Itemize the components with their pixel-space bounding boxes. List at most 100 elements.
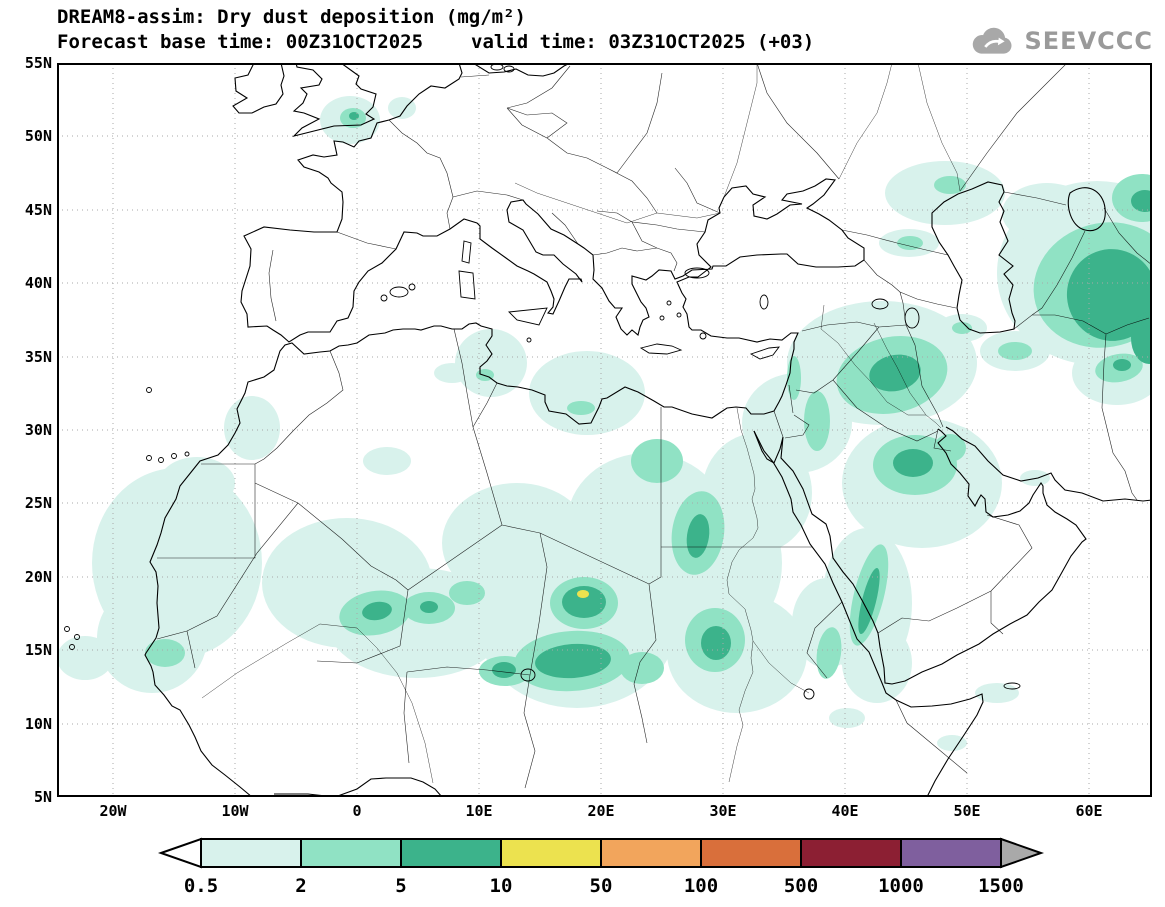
dust-patch bbox=[631, 439, 683, 483]
legend-segment bbox=[699, 838, 802, 868]
lon-label: 10W bbox=[221, 802, 249, 820]
dust-patch bbox=[869, 354, 921, 392]
dust-patch bbox=[934, 176, 966, 194]
cape-verde-island bbox=[69, 644, 75, 650]
coastline-europe-africa bbox=[144, 62, 865, 798]
lat-label: 30N bbox=[24, 421, 52, 439]
lat-label: 35N bbox=[24, 348, 52, 366]
forecast-base-time: Forecast base time: 00Z31OCT2025 bbox=[57, 31, 424, 53]
dust-patch bbox=[97, 583, 207, 693]
island-corsica bbox=[461, 240, 472, 264]
coastline-baltic bbox=[472, 62, 571, 77]
island-malta bbox=[526, 337, 532, 343]
title-block: DREAM8-assim: Dry dust deposition (mg/m²… bbox=[57, 6, 814, 53]
legend-value: 0.5 bbox=[183, 875, 217, 897]
river-volga bbox=[917, 62, 961, 192]
dust-patch bbox=[1002, 183, 1092, 243]
river-euphrates bbox=[820, 304, 942, 429]
dust-patch bbox=[145, 639, 185, 667]
seevccc-logo: SEEVCCC bbox=[965, 24, 1154, 58]
lat-label: 5N bbox=[33, 788, 52, 806]
dust-patch bbox=[1066, 249, 1158, 341]
dust-patch bbox=[363, 447, 411, 475]
islands-and-lakes bbox=[64, 63, 1021, 700]
lat-label: 10N bbox=[24, 715, 52, 733]
legend-arrow-left bbox=[157, 837, 202, 869]
dust-patch bbox=[1113, 359, 1131, 371]
canary-island bbox=[171, 453, 177, 459]
lon-label: 60E bbox=[1075, 802, 1103, 820]
sea-of-marmara bbox=[684, 267, 710, 279]
legend-arrow-right bbox=[999, 837, 1044, 869]
lake-tana bbox=[803, 688, 815, 700]
lon-label: 50E bbox=[953, 802, 981, 820]
dust-patch bbox=[829, 708, 865, 728]
lon-label: 20E bbox=[587, 802, 615, 820]
dust-patch bbox=[492, 662, 516, 678]
dust-patch bbox=[893, 449, 933, 477]
canary-island bbox=[146, 455, 152, 461]
legend-value: 1500 bbox=[978, 875, 1024, 897]
dust-patch bbox=[455, 329, 527, 397]
canary-island bbox=[184, 451, 190, 457]
danish-island bbox=[503, 65, 515, 73]
island-sicily bbox=[508, 307, 548, 326]
river-tigris bbox=[873, 322, 927, 416]
dust-patch bbox=[897, 236, 923, 250]
coastline-iran bbox=[945, 426, 1153, 502]
lake-aral bbox=[1067, 187, 1106, 232]
island-sardinia bbox=[458, 270, 476, 300]
dust-patch bbox=[529, 351, 645, 435]
river-blue-nile bbox=[752, 640, 810, 694]
map-area bbox=[57, 62, 1165, 798]
dust-patch bbox=[975, 683, 1019, 703]
legend-segment bbox=[399, 838, 502, 868]
lat-label: 20N bbox=[24, 568, 52, 586]
dust-patch bbox=[787, 356, 801, 400]
dust-patch bbox=[998, 342, 1032, 360]
lon-label: 0 bbox=[352, 802, 362, 820]
dust-patch bbox=[224, 396, 280, 460]
lon-label: 30E bbox=[709, 802, 737, 820]
river-nile bbox=[726, 407, 759, 783]
legend-segment bbox=[199, 838, 302, 868]
forecast-map bbox=[57, 62, 1165, 798]
dust-patch bbox=[420, 601, 438, 613]
aegean-island bbox=[666, 300, 672, 306]
coastline-ireland bbox=[232, 62, 285, 114]
lon-label: 10E bbox=[465, 802, 493, 820]
river-niger bbox=[201, 623, 434, 784]
island-rhodes bbox=[699, 332, 707, 340]
dust-patch bbox=[858, 567, 880, 635]
river-dnieper bbox=[723, 63, 758, 198]
legend-value: 2 bbox=[295, 875, 306, 897]
island-crete bbox=[639, 343, 683, 355]
map-title: DREAM8-assim: Dry dust deposition (mg/m²… bbox=[57, 6, 526, 28]
dust-patch bbox=[362, 601, 392, 621]
lat-label: 15N bbox=[24, 641, 52, 659]
legend-segment bbox=[599, 838, 702, 868]
dust-patch bbox=[701, 626, 731, 660]
dust-patch bbox=[159, 457, 235, 509]
aegean-island bbox=[659, 315, 665, 321]
lat-label: 50N bbox=[24, 127, 52, 145]
island-socotra bbox=[1003, 682, 1021, 690]
dust-patch bbox=[620, 652, 664, 684]
map-frame-border bbox=[57, 63, 1152, 797]
dust-patch bbox=[804, 391, 830, 451]
lake-chad bbox=[520, 668, 536, 682]
map-subtitle: Forecast base time: 00Z31OCT2025 valid ti… bbox=[57, 31, 814, 53]
island-mallorca bbox=[389, 286, 409, 298]
legend-bar: 0.5 2 5 10 50 100 500 1000 1500 bbox=[157, 837, 1044, 897]
dust-patch bbox=[952, 322, 972, 334]
legend-value: 10 bbox=[489, 875, 512, 897]
lon-label: 20W bbox=[99, 802, 127, 820]
legend-segment bbox=[499, 838, 602, 868]
lat-label: 40N bbox=[24, 274, 52, 292]
lake-van bbox=[871, 298, 889, 310]
coastline-arabia bbox=[753, 428, 1087, 685]
lat-label: 25N bbox=[24, 494, 52, 512]
dust-patch bbox=[937, 735, 967, 751]
legend-segment bbox=[899, 838, 1002, 868]
